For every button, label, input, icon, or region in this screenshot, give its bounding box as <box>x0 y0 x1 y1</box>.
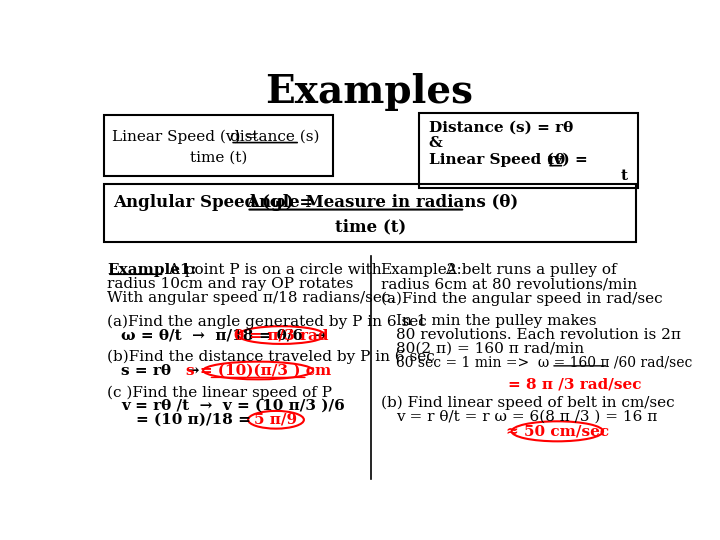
Bar <box>104 184 636 242</box>
Text: v = r θ/t = r ω = 6(8 π /3 ) = 16 π: v = r θ/t = r ω = 6(8 π /3 ) = 16 π <box>396 410 657 424</box>
Text: (a)Find the angular speed in rad/sec: (a)Find the angular speed in rad/sec <box>381 291 662 306</box>
Text: Example1:: Example1: <box>107 264 197 278</box>
Text: 60 sec = 1 min =>  ω = 160 π /60 rad/sec: 60 sec = 1 min => ω = 160 π /60 rad/sec <box>396 356 693 370</box>
Text: Examples: Examples <box>265 73 473 111</box>
Text: Linear Speed (v) =: Linear Speed (v) = <box>428 153 593 167</box>
Text: Example2:: Example2: <box>381 264 462 278</box>
Text: rθ: rθ <box>547 153 565 167</box>
Text: 80(2 π) = 160 π rad/min: 80(2 π) = 160 π rad/min <box>396 342 584 356</box>
Text: (a)Find the angle generated by P in 6 sec: (a)Find the angle generated by P in 6 se… <box>107 314 427 329</box>
Bar <box>419 112 638 188</box>
Text: s = (10)(π/3 ) cm: s = (10)(π/3 ) cm <box>186 363 330 377</box>
Text: (b) Find linear speed of belt in cm/sec: (b) Find linear speed of belt in cm/sec <box>381 396 674 410</box>
Text: 80 revolutions. Each revolution is 2π: 80 revolutions. Each revolution is 2π <box>396 328 681 342</box>
Text: &: & <box>428 136 442 150</box>
Text: ≈ 50 cm/sec: ≈ 50 cm/sec <box>505 424 609 438</box>
Text: s = rθ   →: s = rθ → <box>121 363 199 377</box>
Text: 5 π/9: 5 π/9 <box>254 413 297 427</box>
Text: radius 10cm and ray OP rotates: radius 10cm and ray OP rotates <box>107 278 354 291</box>
Text: v = rθ /t  →  v = (10 π/3 )/6: v = rθ /t → v = (10 π/3 )/6 <box>121 399 345 413</box>
Text: (b)Find the distance traveled by P in 6 sec: (b)Find the distance traveled by P in 6 … <box>107 350 435 364</box>
Text: θ = π/3 rad: θ = π/3 rad <box>234 328 328 342</box>
Text: (c )Find the linear speed of P: (c )Find the linear speed of P <box>107 385 332 400</box>
Text: time (t): time (t) <box>335 219 406 236</box>
Text: Anglular Speed (ω) =: Anglular Speed (ω) = <box>113 194 319 211</box>
Text: time (t): time (t) <box>189 151 247 165</box>
Text: In 1 min the pulley makes: In 1 min the pulley makes <box>396 314 597 328</box>
Text: Distance (s) = rθ: Distance (s) = rθ <box>428 121 573 135</box>
Text: A point P is on a circle with: A point P is on a circle with <box>164 264 382 278</box>
Text: distance (s): distance (s) <box>230 130 320 144</box>
Text: ω = θ/t  →  π/18 = θ/6  →: ω = θ/t → π/18 = θ/6 → <box>121 328 326 342</box>
Text: = 8 π /3 rad/sec: = 8 π /3 rad/sec <box>508 377 642 392</box>
Text: = (10 π)/18 =: = (10 π)/18 = <box>137 413 251 427</box>
Bar <box>104 115 333 177</box>
Text: A belt runs a pulley of: A belt runs a pulley of <box>441 264 617 278</box>
Text: Linear Speed (v) =: Linear Speed (v) = <box>112 129 263 144</box>
Text: With angular speed π/18 radians/sec.: With angular speed π/18 radians/sec. <box>107 291 395 305</box>
Text: radius 6cm at 80 revolutions/min: radius 6cm at 80 revolutions/min <box>381 278 636 291</box>
Text: t: t <box>621 170 627 184</box>
Text: Angle Measure in radians (θ): Angle Measure in radians (θ) <box>246 194 519 211</box>
